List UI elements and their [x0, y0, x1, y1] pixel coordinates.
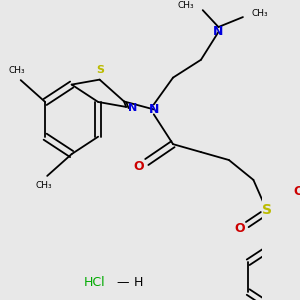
- Text: CH₃: CH₃: [35, 181, 52, 190]
- Text: N: N: [128, 103, 138, 113]
- Text: CH₃: CH₃: [252, 9, 268, 18]
- Text: O: O: [234, 222, 245, 235]
- Text: H: H: [134, 276, 143, 289]
- Text: O: O: [134, 160, 144, 173]
- Text: O: O: [293, 185, 300, 198]
- Text: S: S: [262, 203, 272, 217]
- Text: —: —: [116, 276, 129, 289]
- Text: HCl: HCl: [84, 276, 105, 289]
- Text: N: N: [213, 26, 224, 38]
- Text: CH₃: CH₃: [9, 66, 26, 75]
- Text: CH₃: CH₃: [177, 1, 194, 10]
- Text: N: N: [148, 103, 159, 116]
- Text: S: S: [97, 65, 104, 75]
